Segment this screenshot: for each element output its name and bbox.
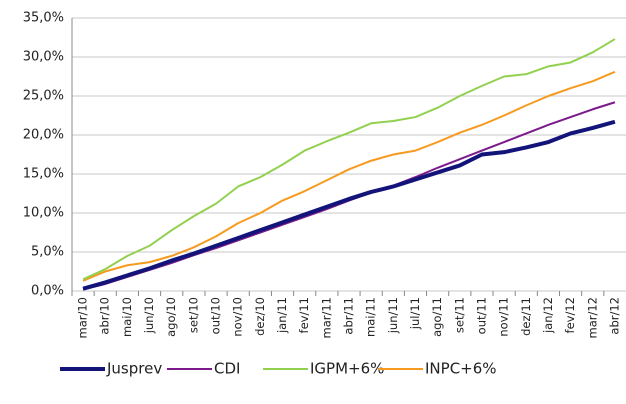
y-tick-label: 10,0%	[23, 206, 64, 221]
x-tick-label: set/10	[186, 297, 200, 333]
x-tick-label: abr/11	[342, 297, 356, 335]
x-tick-label: dez/11	[519, 297, 533, 336]
x-tick-label: dez/10	[253, 297, 267, 336]
x-tick-label: ago/10	[164, 297, 178, 337]
legend-label: CDI	[214, 360, 240, 378]
x-tick-label: jul/11	[408, 297, 422, 330]
x-tick-label: jun/11	[386, 297, 400, 334]
series-line	[82, 101, 616, 291]
x-tick-label: fev/11	[297, 297, 311, 333]
x-tick-label: jan/12	[541, 297, 555, 334]
y-tick-label: 35,0%	[23, 11, 64, 26]
series-line	[82, 38, 616, 281]
y-tick-label: 30,0%	[23, 50, 64, 65]
legend-label: INPC+6%	[425, 360, 497, 378]
y-tick-label: 0,0%	[31, 284, 64, 299]
x-tick-label: mai/11	[364, 297, 378, 337]
x-tick-label: abr/12	[607, 297, 621, 335]
x-tick-label: out/11	[474, 297, 488, 334]
y-tick-label: 5,0%	[31, 245, 64, 260]
x-tick-label: mar/10	[76, 297, 90, 339]
y-tick-label: 15,0%	[23, 167, 64, 182]
x-tick-label: set/11	[452, 297, 466, 333]
x-tick-label: jun/10	[142, 297, 156, 334]
x-tick-label: nov/11	[497, 297, 511, 337]
x-tick-label: ago/11	[430, 297, 444, 337]
x-tick-label: out/10	[209, 297, 223, 334]
x-tick-label: abr/10	[98, 297, 112, 335]
x-tick-label: jan/11	[275, 297, 289, 334]
legend-label: IGPM+6%	[310, 360, 384, 378]
series-line	[82, 119, 616, 291]
y-tick-label: 25,0%	[23, 89, 64, 104]
series-line	[82, 70, 616, 282]
y-tick-label: 20,0%	[23, 128, 64, 143]
x-tick-label: nov/10	[231, 297, 245, 337]
legend-label: Jusprev	[106, 360, 162, 378]
x-tick-label: fev/12	[563, 297, 577, 333]
x-tick-label: mar/11	[319, 297, 333, 339]
x-tick-label: mar/12	[585, 297, 599, 339]
x-tick-label: mai/10	[120, 297, 134, 337]
